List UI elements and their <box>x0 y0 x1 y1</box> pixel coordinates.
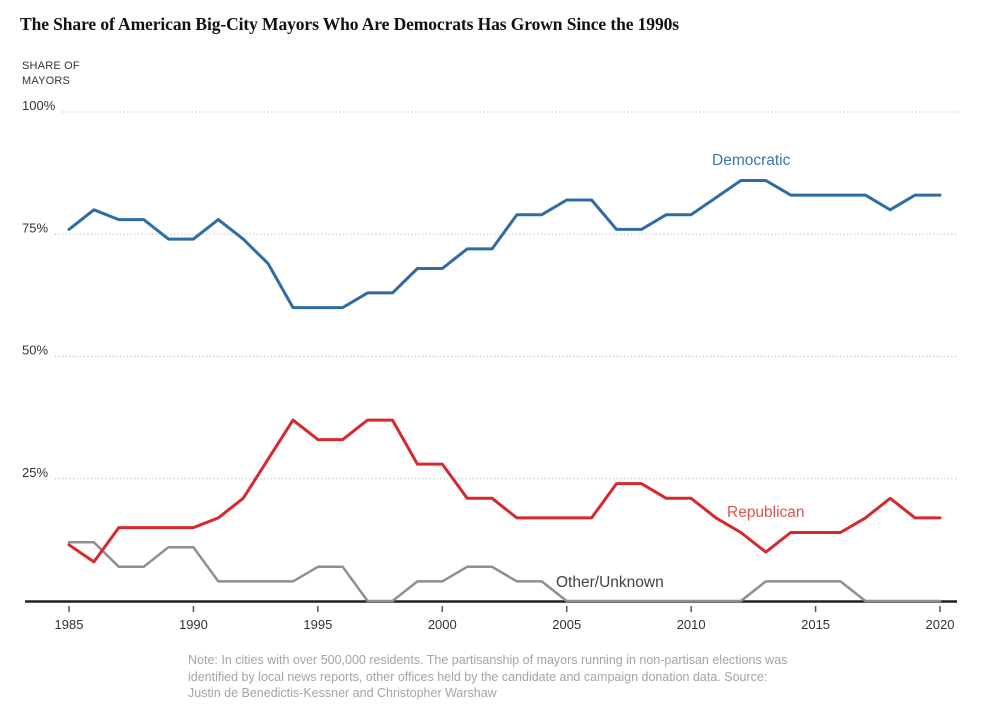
other-series-label: Other/Unknown <box>556 574 664 591</box>
y-tick-label-25: 25% <box>22 465 48 480</box>
republican-series-label: Republican <box>727 504 805 521</box>
x-tick-label-1995: 1995 <box>303 617 332 632</box>
x-tick-label-2000: 2000 <box>428 617 457 632</box>
republican-line <box>67 418 942 564</box>
democratic-line <box>67 179 942 310</box>
y-tick-label-100: 100% <box>22 98 56 113</box>
source-note-line1: Note: In cities with over 500,000 reside… <box>188 653 788 667</box>
x-tick-label-2015: 2015 <box>801 617 830 632</box>
source-note-line2: identified by local news reports, other … <box>188 669 768 684</box>
x-tick-label-2005: 2005 <box>552 617 581 632</box>
x-tick-label-2010: 2010 <box>677 617 706 632</box>
chart-title: The Share of American Big-City Mayors Wh… <box>20 14 679 34</box>
y-tick-label-75: 75% <box>22 220 48 235</box>
y-axis-title-line1: SHARE OF <box>22 60 80 72</box>
x-tick-label-1985: 1985 <box>55 617 84 632</box>
source-note-line3: Justin de Benedictis-Kessner and Christo… <box>188 686 497 700</box>
source-note: Note: In cities with over 500,000 reside… <box>188 652 787 702</box>
democratic-series-label: Democratic <box>712 152 791 169</box>
other-unknown-line <box>67 541 942 603</box>
x-tick-label-2020: 2020 <box>926 617 955 632</box>
y-tick-label-50: 50% <box>22 343 48 358</box>
y-axis-title: SHARE OF MAYORS <box>22 59 80 89</box>
x-tick-label-1990: 1990 <box>179 617 208 632</box>
y-axis-title-line2: MAYORS <box>22 75 71 87</box>
